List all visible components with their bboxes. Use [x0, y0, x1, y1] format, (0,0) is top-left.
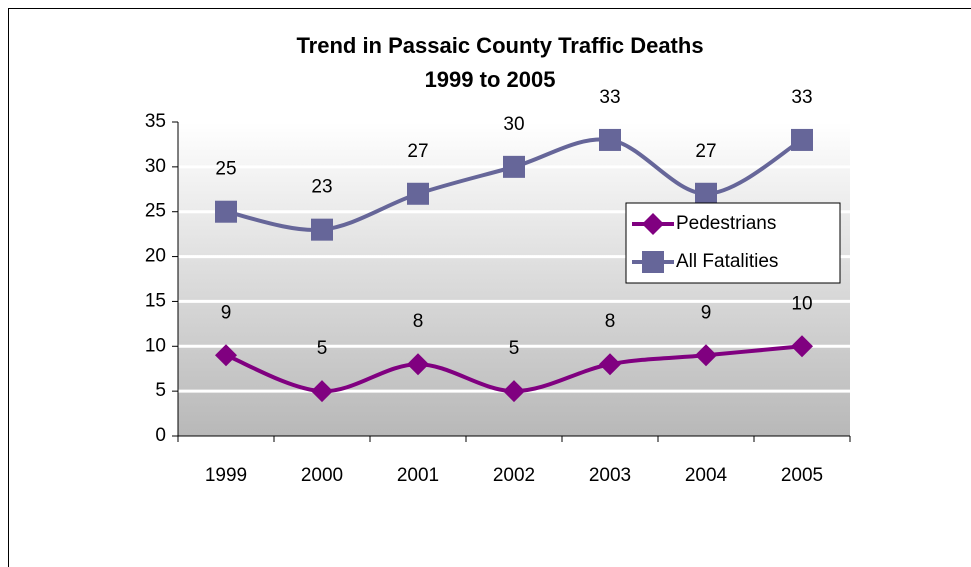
y-tick-label: 20 [145, 246, 166, 267]
y-tick-label: 0 [155, 425, 166, 446]
data-point [599, 128, 621, 151]
data-point [503, 155, 525, 178]
data-label: 9 [701, 302, 712, 323]
data-point [215, 200, 237, 223]
legend-label: Pedestrians [676, 213, 776, 234]
data-label: 25 [215, 159, 236, 180]
x-tick-label: 1999 [205, 465, 247, 486]
data-point [311, 218, 333, 241]
y-tick-label: 30 [145, 156, 166, 177]
legend-label: All Fatalities [676, 251, 778, 272]
data-label: 5 [509, 338, 520, 359]
data-label: 10 [791, 293, 812, 314]
x-tick-label: 2002 [493, 465, 535, 486]
y-tick-label: 15 [145, 290, 166, 311]
legend-marker [642, 251, 664, 273]
data-label: 33 [791, 87, 812, 108]
y-tick-label: 35 [145, 111, 166, 132]
data-point [599, 353, 621, 376]
x-tick-label: 2005 [781, 465, 823, 486]
data-point [695, 182, 717, 205]
data-label: 30 [503, 114, 524, 135]
data-point [407, 182, 429, 205]
data-label: 27 [695, 141, 716, 162]
data-point [695, 344, 717, 367]
data-point [311, 380, 333, 403]
x-tick-label: 2003 [589, 465, 631, 486]
y-tick-label: 25 [145, 201, 166, 222]
data-point [407, 353, 429, 376]
chart-title: 1999 to 2005 [425, 67, 556, 92]
y-tick-label: 5 [155, 380, 166, 401]
data-point [791, 128, 813, 151]
data-point [503, 380, 525, 403]
data-point [791, 335, 813, 358]
data-label: 8 [413, 311, 424, 332]
chart-title: Trend in Passaic County Traffic Deaths [296, 33, 703, 58]
legend-marker [642, 213, 664, 235]
data-label: 8 [605, 311, 616, 332]
data-label: 5 [317, 338, 328, 359]
x-tick-label: 2000 [301, 465, 343, 486]
data-label: 9 [221, 302, 232, 323]
x-tick-label: 2004 [685, 465, 728, 486]
data-label: 33 [599, 87, 620, 108]
data-label: 27 [407, 141, 428, 162]
x-tick-label: 2001 [397, 465, 439, 486]
data-label: 23 [311, 177, 332, 198]
y-tick-label: 10 [145, 335, 166, 356]
data-point [215, 344, 237, 367]
